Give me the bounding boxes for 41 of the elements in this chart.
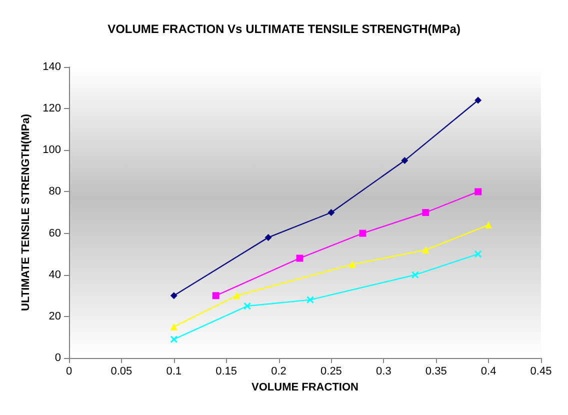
y-axis-title: ULTIMATE TENSILE STRENGTH(MPa) <box>20 114 32 311</box>
point <box>422 246 430 254</box>
point <box>170 292 178 300</box>
x-tick-label: 0.15 <box>216 366 238 378</box>
x-axis-title: VOLUME FRACTION <box>252 381 359 394</box>
x-tick-label: 0.25 <box>320 366 342 378</box>
point <box>411 271 419 279</box>
x-tick-label: 0 <box>66 366 72 378</box>
y-tick-label: 60 <box>48 227 61 240</box>
x-tick-label: 0.45 <box>530 366 552 378</box>
y-tick-label: 100 <box>42 144 61 156</box>
x-tick-label: 0.35 <box>425 366 447 378</box>
point <box>244 302 252 310</box>
x-tick-label: 0.4 <box>480 366 496 378</box>
point <box>401 157 408 164</box>
point <box>348 260 356 268</box>
point <box>474 188 482 196</box>
point <box>296 254 304 262</box>
x-tick-label: 0.1 <box>166 366 182 378</box>
point <box>422 209 430 216</box>
point <box>264 234 272 241</box>
point <box>306 296 314 304</box>
y-tick-label: 0 <box>54 352 61 364</box>
point <box>359 230 366 237</box>
y-tick-label: 140 <box>42 61 61 73</box>
y-tick-label: 40 <box>48 268 61 281</box>
point <box>474 250 482 258</box>
point <box>328 209 335 216</box>
x-tick-label: 0.05 <box>110 366 132 378</box>
y-tick-label: 20 <box>48 310 61 322</box>
y-tick-label: 80 <box>48 186 61 198</box>
x-tick-label: 0.3 <box>376 366 392 378</box>
point <box>485 221 492 228</box>
x-tick-label: 0.2 <box>271 366 286 378</box>
point <box>233 292 240 300</box>
chart-title: VOLUME FRACTION Vs ULTIMATE TENSILE STRENGTH(MPa) <box>108 22 460 36</box>
point <box>212 292 220 300</box>
point <box>474 96 482 104</box>
point <box>170 323 178 330</box>
y-tick-label: 120 <box>42 102 61 115</box>
point <box>170 336 178 344</box>
